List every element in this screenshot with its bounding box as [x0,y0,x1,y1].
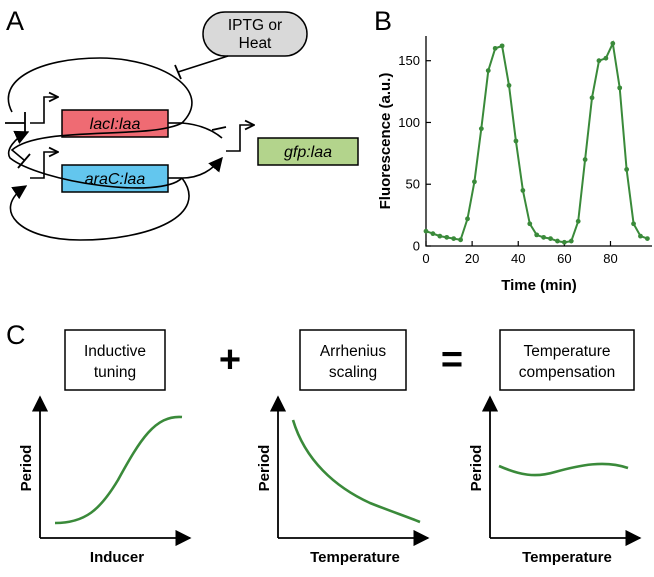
data-point [617,85,623,91]
data-point [548,236,553,241]
inductive-tuning-line1: Inductive [84,343,146,360]
laci-represses-gfp-bar [211,126,227,131]
data-point [458,237,463,243]
arrhenius-period-plot: Period Temperature [256,395,430,566]
x-tick-label: 0 [422,251,429,266]
temperature-compensation-line2: compensation [519,364,616,381]
arac-activates-laci-arrow [8,130,183,189]
arrhenius-scaling-line2: scaling [329,364,377,381]
plus-sign: + [219,339,241,381]
temperature-compensation-line1: Temperature [523,343,610,360]
data-point [527,221,533,227]
laci-represses-arac-bar [17,153,31,169]
laci-gene: lacI:laa [61,109,169,138]
inducer-plot-x-title: Inducer [90,549,144,566]
data-point [437,233,443,239]
inductive-tuning-box: Inductive tuning [64,329,166,391]
inducer-period-plot: Period Inducer [18,395,192,566]
y-axis-title: Fluorescence (a.u.) [377,73,394,210]
data-point [478,126,484,132]
inducer-node: IPTG or Heat [202,11,308,57]
arac-gene-label: araC:laa [85,171,146,188]
data-point [631,221,636,227]
data-point [589,95,595,101]
inducer-label-line1: IPTG or [228,17,282,34]
compensated-plot-x-title: Temperature [522,549,612,566]
x-tick-label: 80 [603,251,617,266]
laci-promoter-arrow [30,97,58,124]
data-point [423,228,429,234]
arrhenius-scaling-box: Arrhenius scaling [299,329,407,391]
y-tick-label: 50 [406,177,420,192]
data-point [520,188,526,193]
x-tick-label: 40 [511,251,525,266]
y-tick-label: 150 [398,53,420,68]
compensated-period-curve [498,462,629,477]
laci-represses-arac-line [10,122,183,161]
arrhenius-plot-y-title: Period [256,445,273,492]
data-point [603,55,609,61]
data-point [575,218,581,224]
inducer-plot-y-title: Period [18,445,35,492]
laci-represses-gfp-line [181,122,223,139]
arac-self-activation-loop [9,177,190,241]
data-point [534,232,540,238]
laci-gene-label: lacI:laa [90,116,141,133]
data-point [568,238,574,244]
arrhenius-plot-x-title: Temperature [310,549,400,566]
fluorescence-series-points [423,41,650,245]
x-tick-label: 20 [465,251,479,266]
gfp-promoter-arrow [226,125,254,152]
laci-self-repression-loop [7,57,193,124]
data-point [444,234,450,240]
data-point [541,234,547,240]
gfp-gene: gfp:laa [257,137,359,166]
chart-ticks: 0 20 40 60 80 0 50 100 150 [398,53,617,266]
data-point [596,58,602,64]
data-point [430,231,436,237]
inducer-period-curve [54,415,183,525]
data-point [465,216,470,222]
y-tick-label: 100 [398,115,420,130]
compensated-period-plot: Period Temperature [468,395,642,566]
inductive-tuning-line2: tuning [94,364,136,381]
inducer-label-line2: Heat [239,35,272,52]
data-point [485,68,491,73]
data-point [624,167,630,172]
data-point [644,236,650,241]
chart-axis-lines [425,36,652,247]
fluorescence-chart: 0 20 40 60 80 0 50 100 150 Time (min) Fluorescen… [377,36,652,294]
x-axis-title: Time (min) [501,277,577,294]
x-tick-label: 60 [557,251,571,266]
chart-axes [425,36,652,247]
data-point [472,179,477,185]
data-point [451,236,457,241]
data-point [506,83,512,88]
gfp-gene-label: gfp:laa [284,144,332,161]
inducer-inhibition-line [177,55,229,73]
inducer-inhibition-bar [174,64,182,80]
compensated-plot-y-title: Period [468,445,485,492]
data-point [555,238,560,244]
arrhenius-scaling-line1: Arrhenius [320,343,387,360]
arac-promoter-arrow [30,152,58,179]
data-point [638,233,643,239]
arrhenius-period-curve [291,419,421,524]
data-point [499,43,505,49]
data-point [513,138,519,144]
panel-c-letter: C [6,320,26,350]
fluorescence-series-line [425,39,648,244]
panel-b-letter: B [374,6,392,36]
arac-activates-gfp-arrow [181,156,223,179]
data-point [492,45,498,51]
data-point [610,41,616,46]
laci-self-repression-bar [5,112,26,134]
data-point [582,157,588,162]
data-point [561,239,567,245]
temperature-compensation-box: Temperature compensation [499,329,635,391]
panel-a-letter: A [6,6,24,36]
equals-sign: = [441,339,463,381]
y-tick-label: 0 [413,239,420,254]
